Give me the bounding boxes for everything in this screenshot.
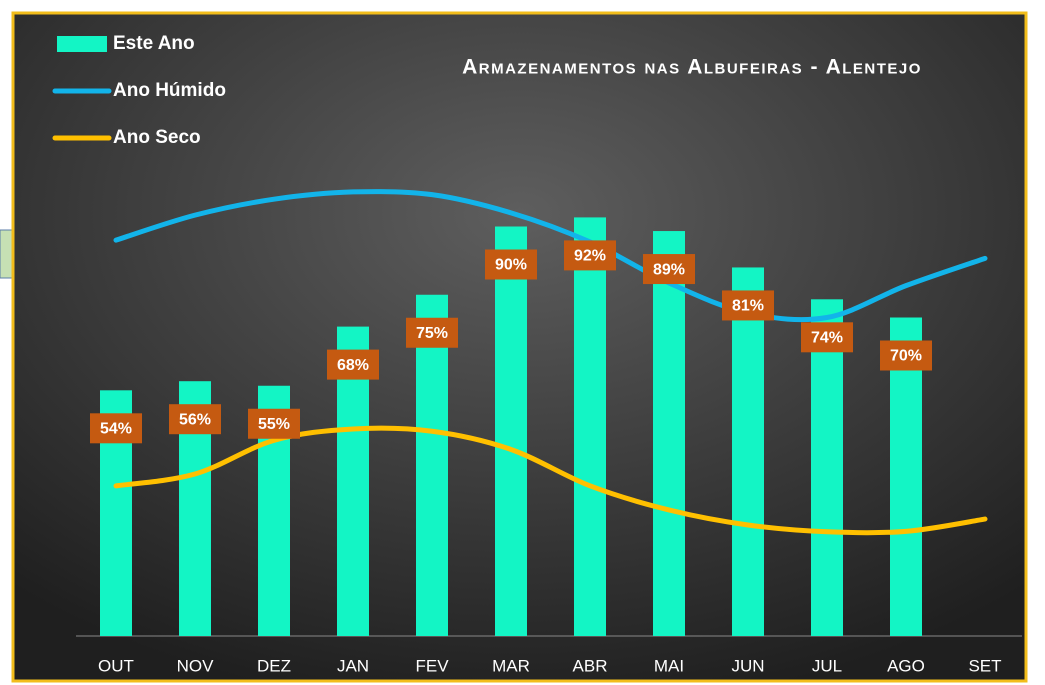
chart-title: Armazenamentos nas Albufeiras - Alentejo [462, 56, 922, 79]
data-label-box [801, 322, 853, 353]
bar [732, 267, 764, 636]
legend-label: Este Ano [113, 33, 195, 54]
data-label-box [880, 340, 932, 371]
x-tick-label: JUN [731, 656, 764, 675]
data-label: 68% [337, 357, 369, 374]
data-label-box [90, 413, 142, 444]
x-tick-label: SET [968, 656, 1001, 675]
bar [811, 299, 843, 636]
data-label-box [169, 404, 221, 435]
data-label: 81% [732, 298, 764, 315]
data-label-box [564, 240, 616, 271]
data-label: 54% [100, 421, 132, 438]
data-label-box [406, 317, 458, 348]
data-label-box [485, 249, 537, 280]
x-tick-label: ABR [573, 656, 608, 675]
data-label: 70% [890, 348, 922, 365]
data-label: 56% [179, 411, 211, 428]
legend-swatch [57, 36, 107, 52]
data-label-box [248, 408, 300, 439]
bar [890, 317, 922, 636]
line [113, 189, 988, 323]
data-label-box [722, 290, 774, 321]
bar [416, 294, 448, 636]
legend-label: Ano Seco [113, 127, 201, 148]
x-tick-label: FEV [415, 656, 449, 675]
x-tick-label: JUL [812, 656, 842, 675]
x-tick-label: OUT [98, 656, 134, 675]
bar [495, 226, 527, 636]
data-label: 90% [495, 257, 527, 274]
data-label-box [643, 254, 695, 285]
bar [574, 217, 606, 636]
x-tick-label: JAN [337, 656, 369, 675]
bar [653, 231, 685, 637]
data-label: 55% [258, 416, 290, 433]
data-label-box [327, 349, 379, 380]
data-label: 92% [574, 248, 606, 265]
x-tick-label: DEZ [257, 656, 291, 675]
legend-label: Ano Húmido [113, 80, 226, 101]
data-label: 74% [811, 330, 843, 347]
x-tick-label: AGO [887, 656, 925, 675]
line [113, 425, 988, 536]
data-label: 75% [416, 325, 448, 342]
data-label: 89% [653, 261, 685, 278]
x-tick-label: MAI [654, 656, 684, 675]
x-tick-label: MAR [492, 656, 530, 675]
x-tick-label: NOV [177, 656, 215, 675]
